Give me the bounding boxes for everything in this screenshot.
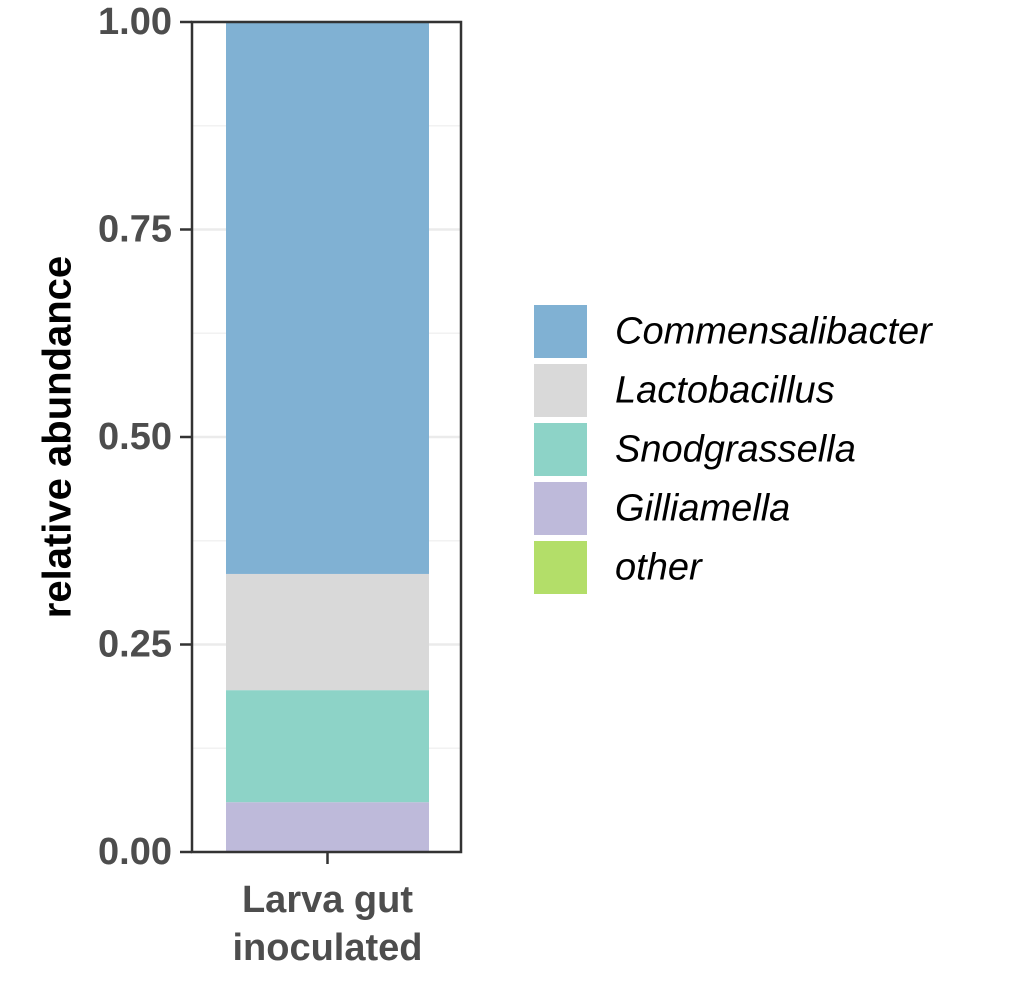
bar-segment-lactobacillus xyxy=(226,573,429,691)
legend-label-other: other xyxy=(615,547,703,589)
legend-label-lactobacillus: Lactobacillus xyxy=(615,370,835,412)
bar-segment-commensalibacter xyxy=(226,22,429,574)
y-axis: 0.00 0.25 0.50 0.75 1.00 xyxy=(98,1,192,873)
legend-key-other xyxy=(534,541,587,594)
legend-key-gilliamella xyxy=(534,482,587,535)
y-tick-label: 0.00 xyxy=(98,831,172,873)
legend: Commensalibacter Lactobacillus Snodgrassel… xyxy=(534,305,933,594)
legend-key-snodgrassella xyxy=(534,423,587,476)
legend-label-snodgrassella: Snodgrassella xyxy=(615,429,856,471)
legend-label-commensalibacter: Commensalibacter xyxy=(615,311,933,353)
y-axis-title: relative abundance xyxy=(36,256,80,618)
bar-segment-gilliamella xyxy=(226,802,429,852)
legend-key-lactobacillus xyxy=(534,364,587,417)
stacked-bar xyxy=(226,22,429,852)
x-tick-label: Larva gut inoculated xyxy=(232,879,422,969)
bar-segment-snodgrassella xyxy=(226,690,429,803)
y-tick-label: 0.50 xyxy=(98,416,172,458)
x-axis: Larva gut inoculated xyxy=(232,852,423,969)
y-tick-label: 1.00 xyxy=(98,1,172,43)
legend-key-commensalibacter xyxy=(534,305,587,358)
y-tick-label: 0.75 xyxy=(98,209,172,251)
legend-label-gilliamella: Gilliamella xyxy=(615,488,790,530)
y-tick-label: 0.25 xyxy=(98,624,172,666)
